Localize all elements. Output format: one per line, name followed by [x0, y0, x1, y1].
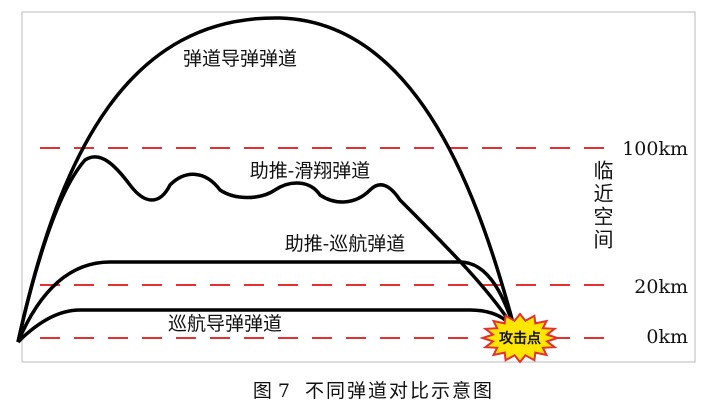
caption-text: 不同弹道对比示意图	[305, 380, 494, 402]
boost-cruise-label: 助推-巡航弹道	[285, 233, 405, 255]
altitude-label: 100km	[622, 138, 688, 160]
cruise-label: 巡航导弹弹道	[168, 313, 282, 335]
boost-glide-path	[16, 155, 517, 343]
boost-cruise-path	[16, 260, 517, 343]
frame	[21, 11, 696, 363]
target-label: 攻击点	[499, 330, 541, 347]
caption-number: 图 7	[253, 380, 290, 402]
trajectories	[16, 16, 517, 344]
altitude-label: 20km	[634, 276, 688, 298]
ballistic-label: 弹道导弹弹道	[183, 48, 297, 70]
altitude-label: 0km	[646, 326, 688, 348]
ballistic-path	[16, 16, 517, 343]
target-burst	[479, 312, 561, 364]
boost-glide-label: 助推-滑翔弹道	[250, 160, 370, 182]
near-space-label: 临近空间	[590, 160, 614, 252]
